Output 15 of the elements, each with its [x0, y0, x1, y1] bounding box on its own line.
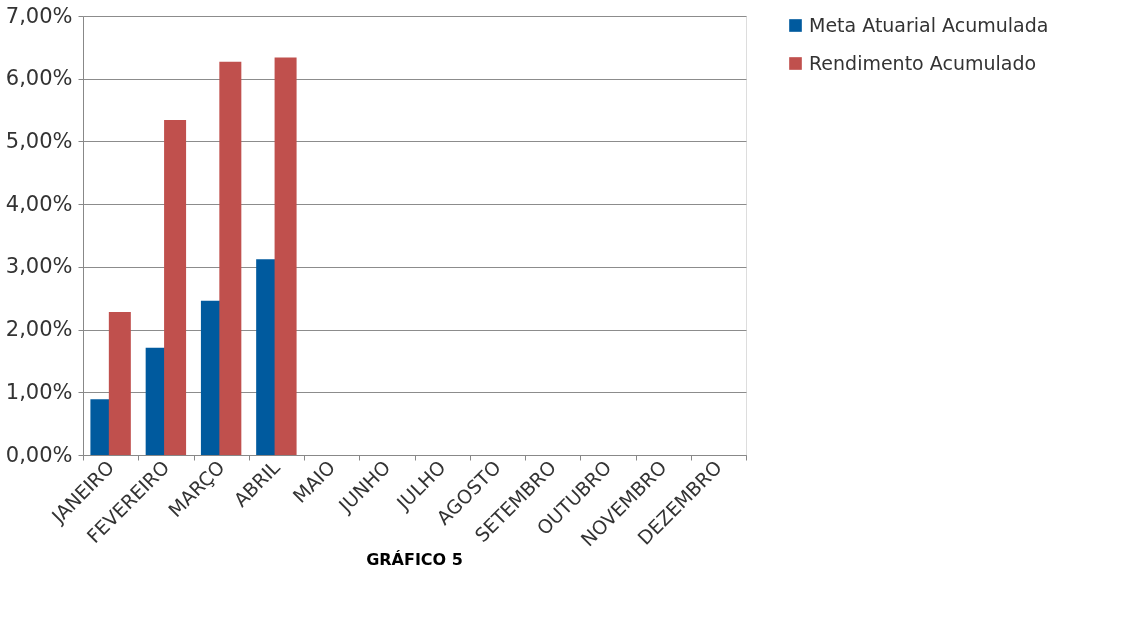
- legend-label: Rendimento Acumulado: [809, 51, 1037, 74]
- bar: [219, 61, 242, 455]
- y-tick-label: 7,00%: [5, 3, 73, 28]
- bar: [274, 57, 297, 455]
- y-tick-label: 0,00%: [5, 442, 73, 467]
- y-tick-label: 6,00%: [5, 66, 73, 91]
- bar: [108, 312, 131, 455]
- y-tick-label: 1,00%: [5, 379, 73, 404]
- y-tick-label: 5,00%: [5, 128, 73, 153]
- bar: [164, 120, 187, 455]
- legend-label: Meta Atuarial Acumulada: [809, 13, 1049, 36]
- y-tick-label: 2,00%: [5, 317, 73, 342]
- y-tick-label: 4,00%: [5, 191, 73, 216]
- text: GRÁFICO 5: [366, 549, 463, 569]
- y-tick-label: 3,00%: [5, 254, 73, 279]
